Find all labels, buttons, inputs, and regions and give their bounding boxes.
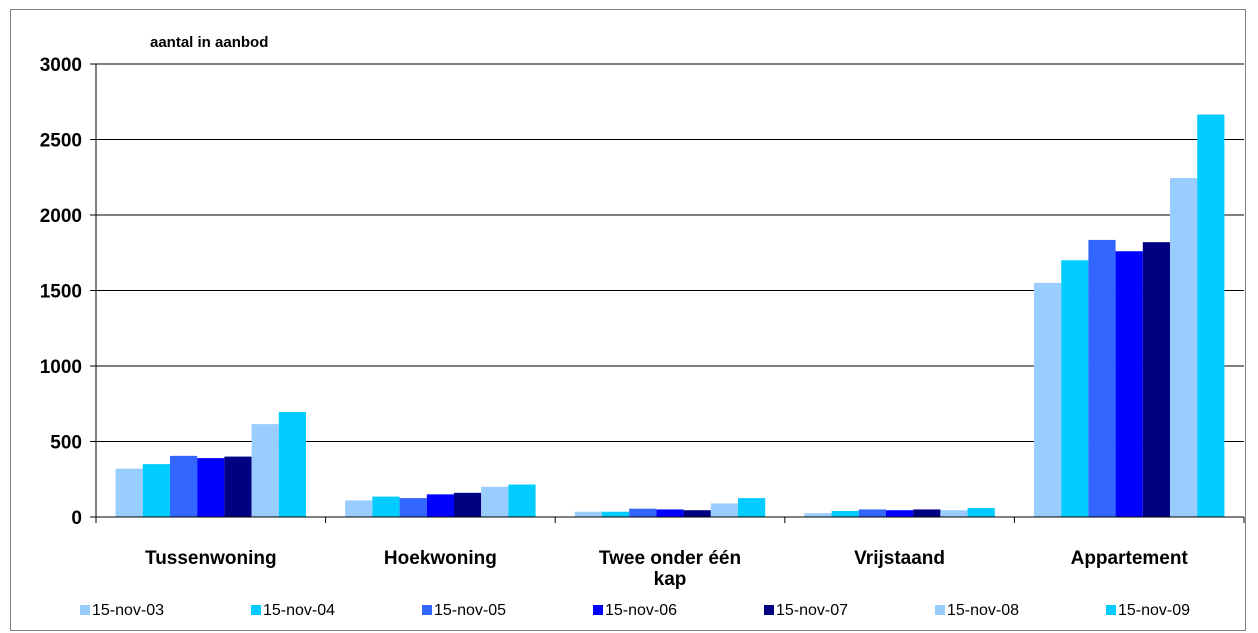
- bar: [1170, 178, 1198, 517]
- legend-item: 15-nov-06: [593, 602, 677, 619]
- y-tick-label: 3000: [40, 55, 82, 76]
- legend-label: 15-nov-04: [263, 602, 335, 619]
- bar: [508, 484, 536, 517]
- legend-item: 15-nov-04: [251, 602, 335, 619]
- bar: [251, 424, 279, 517]
- legend-item: 15-nov-05: [422, 602, 506, 619]
- category-label: Appartement: [1071, 548, 1189, 569]
- legend-swatch: [935, 605, 945, 615]
- bar: [886, 510, 914, 517]
- legend-label: 15-nov-09: [1118, 602, 1190, 619]
- bar: [710, 503, 738, 517]
- bars: [115, 114, 1225, 518]
- bar: [454, 492, 482, 517]
- bar: [345, 500, 373, 517]
- category-label: Vrijstaand: [854, 548, 945, 569]
- bar: [1034, 282, 1062, 517]
- bar: [913, 509, 941, 517]
- legend-swatch: [1106, 605, 1116, 615]
- y-tick-label: 0: [71, 508, 82, 529]
- axes: [95, 64, 1245, 523]
- bar: [1197, 114, 1225, 518]
- y-axis-ticks: 0 500 1000 1500 2000 2500 3000: [40, 55, 96, 529]
- bar: [858, 509, 886, 517]
- y-tick-label: 2500: [40, 131, 82, 152]
- bar: [804, 513, 832, 517]
- y-tick-label: 1500: [40, 282, 82, 303]
- legend-label: 15-nov-07: [776, 602, 848, 619]
- legend-swatch: [422, 605, 432, 615]
- legend-swatch: [80, 605, 90, 615]
- bar: [224, 456, 252, 517]
- legend-item: 15-nov-09: [1106, 602, 1190, 619]
- legend-label: 15-nov-05: [434, 602, 506, 619]
- bar: [683, 510, 711, 517]
- y-tick-label: 2000: [40, 206, 82, 227]
- bar: [1115, 251, 1143, 518]
- bar: [426, 494, 454, 517]
- y-axis-title: aantal in aanbod: [150, 34, 268, 51]
- bar: [1088, 239, 1116, 518]
- bar: [372, 496, 400, 517]
- category-label: Hoekwoning: [384, 548, 497, 569]
- legend-label: 15-nov-08: [947, 602, 1019, 619]
- bar: [629, 508, 657, 517]
- bar: [940, 510, 968, 517]
- legend: 15-nov-03 15-nov-04 15-nov-05 15-nov-06 15-n…: [80, 602, 1190, 619]
- bar: [656, 509, 684, 517]
- legend-swatch: [593, 605, 603, 615]
- bar: [738, 498, 766, 517]
- bar: [115, 468, 143, 517]
- bar: [142, 464, 170, 517]
- legend-item: 15-nov-07: [764, 602, 848, 619]
- category-label: Twee onder één kap: [599, 548, 741, 590]
- bar: [278, 412, 306, 517]
- category-labels: Tussenwoning Hoekwoning Twee onder één kap V…: [145, 548, 1188, 590]
- bar: [170, 455, 198, 517]
- y-tick-label: 500: [50, 433, 82, 454]
- bar: [602, 511, 630, 517]
- legend-label: 15-nov-06: [605, 602, 677, 619]
- legend-swatch: [251, 605, 261, 615]
- bar: [574, 511, 602, 517]
- y-tick-label: 1000: [40, 357, 82, 378]
- bar: [967, 507, 995, 517]
- bar: [197, 458, 225, 517]
- bar: [1142, 242, 1170, 517]
- bar: [481, 486, 509, 517]
- bar: [831, 510, 859, 517]
- legend-swatch: [764, 605, 774, 615]
- category-label: Tussenwoning: [145, 548, 277, 569]
- chart-frame: [10, 9, 1246, 631]
- legend-label: 15-nov-03: [92, 602, 164, 619]
- legend-item: 15-nov-08: [935, 602, 1019, 619]
- legend-item: 15-nov-03: [80, 602, 164, 619]
- bar: [399, 498, 427, 517]
- bar: [1061, 260, 1089, 517]
